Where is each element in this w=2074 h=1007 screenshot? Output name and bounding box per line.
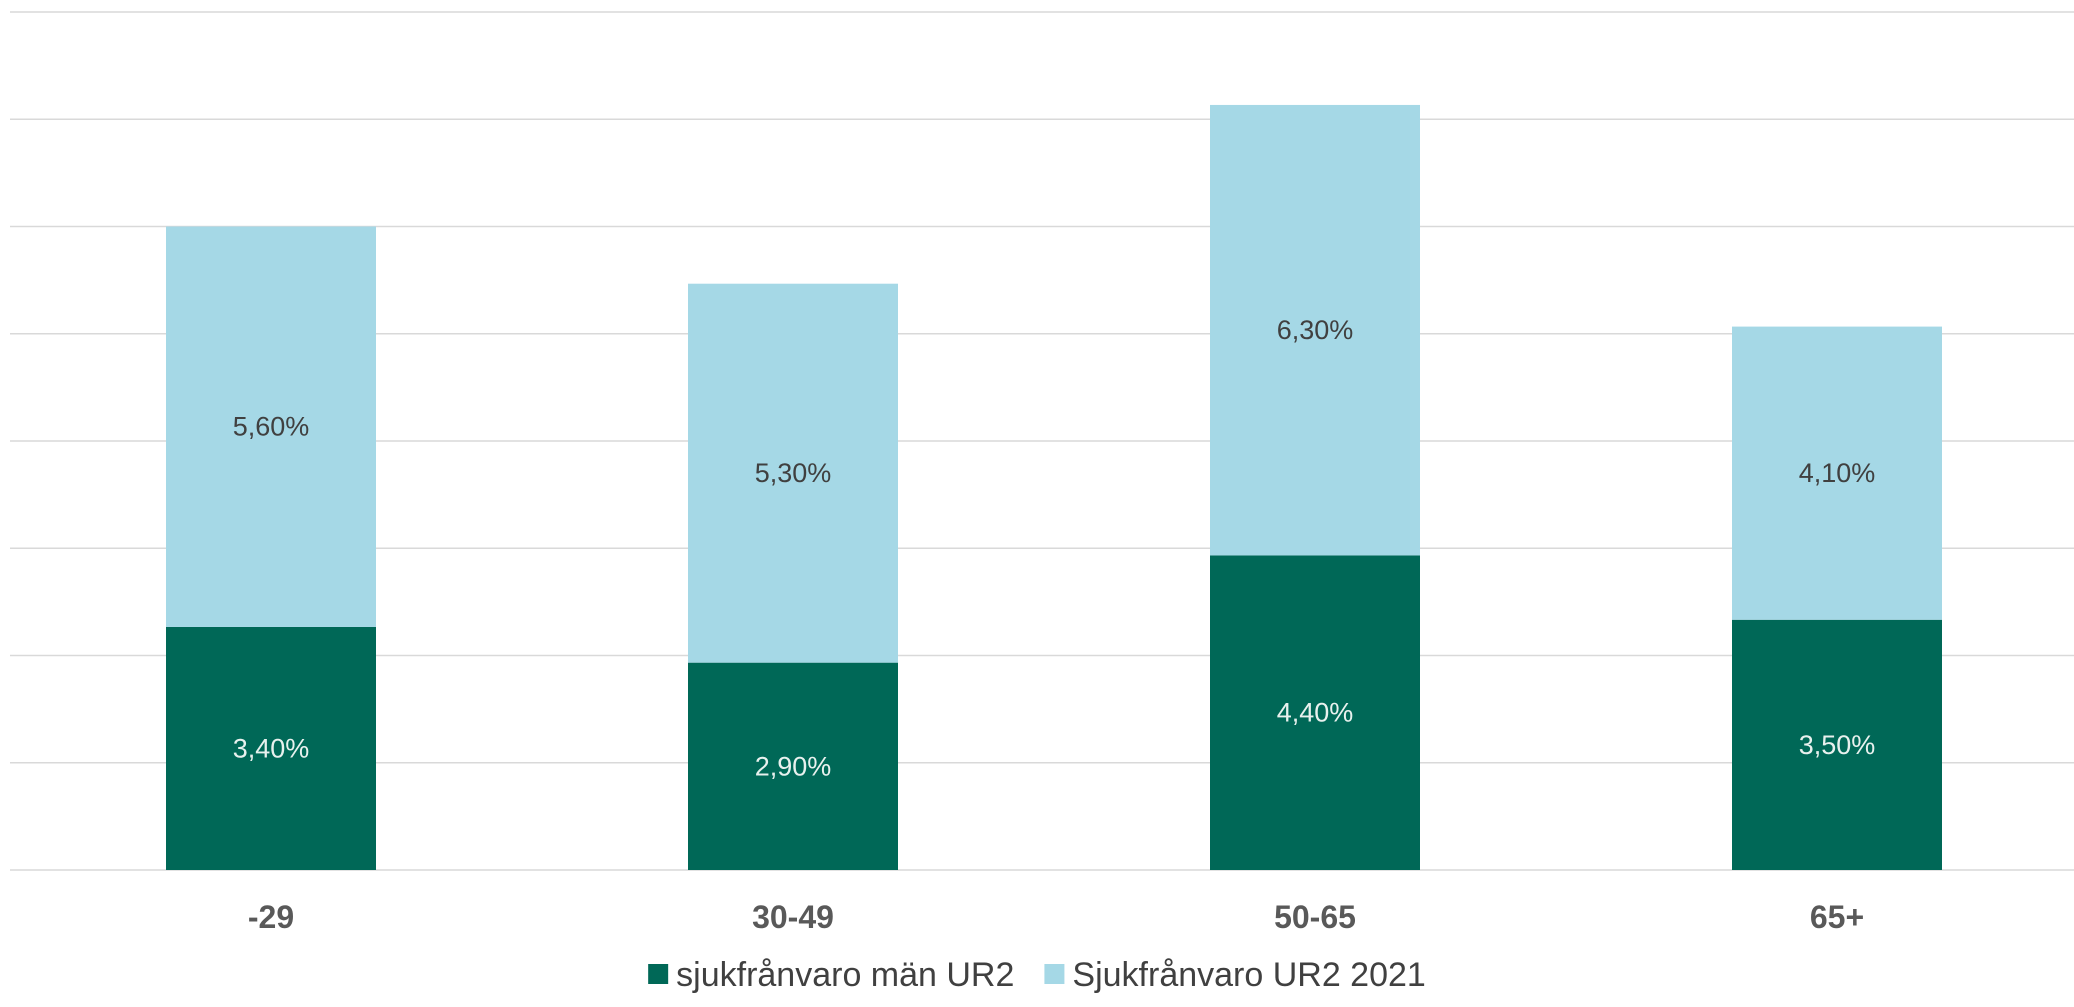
- bar-men-50-65: [1210, 555, 1420, 870]
- data-label: 4,40%: [1277, 698, 1354, 728]
- data-labels: 3,40% 5,60% 2,90% 5,30% 4,40% 6,30% 3,50% 4,10%: [233, 315, 1876, 781]
- data-label: 2,90%: [755, 751, 832, 781]
- bar-total--29: [166, 226, 376, 627]
- x-tick-label: 65+: [1810, 899, 1864, 935]
- bar-total-50-65: [1210, 104, 1420, 556]
- data-label: 5,30%: [755, 458, 832, 488]
- data-label: 3,50%: [1799, 730, 1876, 760]
- x-tick-label: -29: [248, 899, 294, 935]
- bar-total-65+: [1732, 326, 1942, 620]
- legend-label: Sjukfrånvaro UR2 2021: [1072, 956, 1425, 994]
- legend-swatch: [648, 964, 669, 984]
- bar-total-30-49: [688, 283, 898, 663]
- legend-label: sjukfrånvaro män UR2: [676, 956, 1014, 994]
- x-tick-label: 50-65: [1274, 899, 1356, 935]
- data-label: 3,40%: [233, 733, 310, 763]
- bars: [166, 104, 1942, 870]
- data-label: 4,10%: [1799, 458, 1876, 488]
- legend-swatch: [1044, 964, 1065, 984]
- x-tick-labels: -29 30-49 50-65 65+: [248, 899, 1864, 935]
- x-tick-label: 30-49: [752, 899, 834, 935]
- bar-men-65+: [1732, 619, 1942, 870]
- data-label: 5,60%: [233, 412, 310, 442]
- data-label: 6,30%: [1277, 315, 1354, 345]
- bar-men-30-49: [688, 662, 898, 870]
- bar-men--29: [166, 626, 376, 870]
- legend: sjukfrånvaro män UR2 Sjukfrånvaro UR2 202…: [648, 956, 1426, 994]
